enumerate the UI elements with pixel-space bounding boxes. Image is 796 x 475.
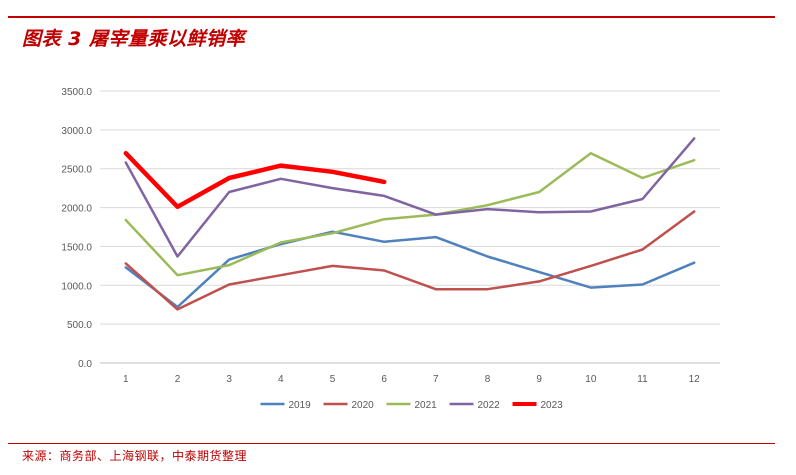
x-tick-label: 11: [637, 374, 648, 385]
x-tick-label: 9: [536, 374, 542, 385]
y-tick-label: 500.0: [67, 320, 92, 331]
figure-title: 图表 3 屠宰量乘以鲜销率: [22, 28, 245, 50]
footer-rule: [8, 443, 775, 444]
x-tick-label: 5: [330, 374, 336, 385]
x-tick-label: 1: [123, 374, 129, 385]
x-tick-label: 2: [175, 374, 181, 385]
y-tick-label: 3500.0: [61, 87, 92, 98]
chart-area: 0.0 500.0 1000.0 1500.0 2000.0 2500.0 3000.0 35…: [0, 60, 796, 430]
source-note: 来源：商务部、上海钢联，中泰期货整理: [22, 449, 248, 463]
header-rule: [8, 16, 775, 18]
x-tick-label: 7: [433, 374, 439, 385]
y-tick-label: 2000.0: [61, 204, 92, 215]
legend-label-2019: 2019: [289, 400, 312, 411]
line-chart: 0.0500.01000.01500.02000.02500.03000.035…: [61, 87, 720, 411]
x-tick-label: 12: [689, 374, 701, 385]
x-tick-label: 4: [278, 374, 284, 385]
legend-label-2022: 2022: [478, 400, 501, 411]
legend-label-2020: 2020: [352, 400, 375, 411]
y-tick-label: 1500.0: [61, 242, 92, 253]
y-tick-label: 2500.0: [61, 165, 92, 176]
y-tick-label: 3000.0: [61, 126, 92, 137]
series-line-2021: [124, 151, 696, 277]
x-tick-label: 6: [381, 374, 387, 385]
legend-label-2023: 2023: [541, 400, 564, 411]
x-tick-label: 3: [226, 374, 232, 385]
legend-label-2021: 2021: [415, 400, 438, 411]
x-tick-label: 8: [485, 374, 491, 385]
series-line-2023: [123, 150, 387, 210]
series-line-2020: [124, 210, 696, 311]
x-tick-label: 10: [585, 374, 597, 385]
y-tick-label: 0.0: [78, 359, 92, 370]
series-line-2022: [124, 137, 696, 258]
y-tick-label: 1000.0: [61, 281, 92, 292]
